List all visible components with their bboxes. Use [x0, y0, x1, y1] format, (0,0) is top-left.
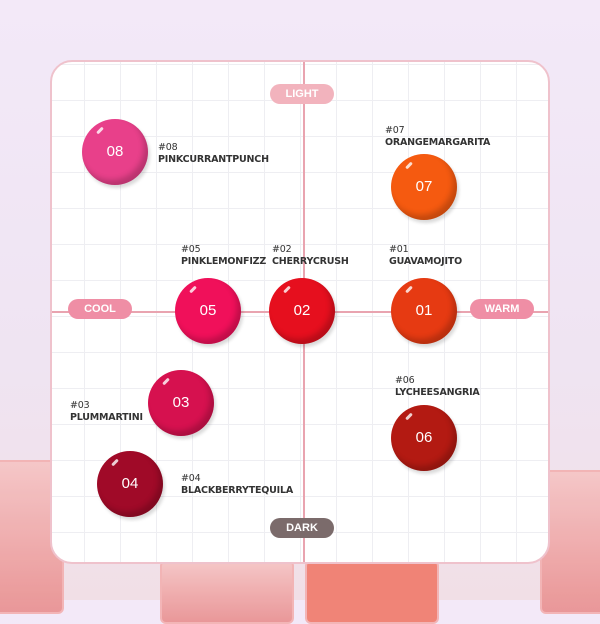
axis-label-light: LIGHT: [270, 84, 334, 104]
shade-label-03: #03 PLUMMARTINI: [70, 400, 143, 424]
shade-swatch-01: 01: [391, 278, 457, 344]
shade-name: PINKLEMONFIZZ: [181, 256, 267, 267]
shade-code: #05: [181, 244, 201, 255]
shade-label-06: #06 LYCHEESANGRIA: [395, 375, 480, 399]
shade-code: #02: [272, 244, 292, 255]
axis-label-warm: WARM: [470, 299, 534, 319]
shade-swatch-05: 05: [175, 278, 241, 344]
axis-label-dark: DARK: [270, 518, 334, 538]
shade-swatch-06: 06: [391, 405, 457, 471]
shade-label-04: #04 BLACKBERRYTEQUILA: [181, 473, 293, 497]
shade-code: #08: [158, 142, 178, 153]
shade-name: CHERRYCRUSH: [272, 256, 349, 267]
product-image: [540, 470, 600, 614]
shade-name: PINKCURRANTPUNCH: [158, 154, 269, 165]
shade-code: #04: [181, 473, 201, 484]
shade-label-02: #02 CHERRYCRUSH: [272, 244, 349, 268]
shade-label-07: #07 ORANGEMARGARITA: [385, 125, 490, 149]
shade-swatch-02: 02: [269, 278, 335, 344]
shade-label-08: #08 PINKCURRANTPUNCH: [158, 142, 269, 166]
shade-swatch-03: 03: [148, 370, 214, 436]
shade-name: PLUMMARTINI: [70, 412, 143, 423]
shade-code: #06: [395, 375, 415, 386]
axis-label-cool: COOL: [68, 299, 132, 319]
shade-code: #07: [385, 125, 405, 136]
shade-code: #03: [70, 400, 90, 411]
shade-label-05: #05 PINKLEMONFIZZ: [181, 244, 266, 268]
shade-swatch-04: 04: [97, 451, 163, 517]
shade-code: #01: [389, 244, 409, 255]
shade-swatch-07: 07: [391, 154, 457, 220]
shade-label-01: #01 GUAVAMOJITO: [389, 244, 462, 268]
product-image: [160, 560, 294, 624]
shade-name: LYCHEESANGRIA: [395, 387, 480, 398]
shade-name: GUAVAMOJITO: [389, 256, 462, 267]
shade-name: ORANGEMARGARITA: [385, 137, 491, 148]
shade-swatch-08: 08: [82, 119, 148, 185]
shade-name: BLACKBERRYTEQUILA: [181, 485, 294, 496]
product-image: [305, 560, 439, 624]
